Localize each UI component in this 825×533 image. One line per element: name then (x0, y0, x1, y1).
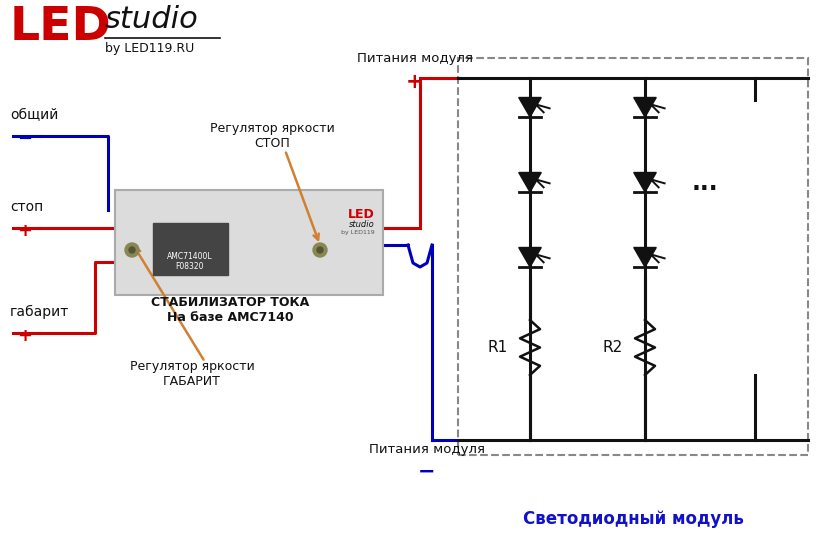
Text: Регулятор яркости
ГАБАРИТ: Регулятор яркости ГАБАРИТ (130, 360, 254, 388)
Text: Питания модуля: Питания модуля (369, 443, 485, 456)
Text: by LED119: by LED119 (342, 230, 375, 235)
Text: +: + (406, 72, 424, 92)
Text: −: − (17, 130, 32, 148)
Bar (115, 190, 383, 295)
Text: LED: LED (10, 5, 111, 50)
Circle shape (317, 247, 323, 253)
Text: общий: общий (10, 108, 59, 122)
Text: Питания модуля: Питания модуля (357, 52, 473, 65)
Bar (458, 58, 808, 455)
Polygon shape (519, 98, 541, 117)
Text: стоп: стоп (10, 200, 43, 214)
Text: +: + (17, 222, 32, 240)
Polygon shape (634, 98, 656, 117)
Text: R1: R1 (488, 340, 508, 354)
Polygon shape (519, 247, 541, 267)
Text: ...: ... (691, 171, 719, 195)
Text: Светодиодный модуль
СТОП/ГАБАРИТ: Светодиодный модуль СТОП/ГАБАРИТ (522, 510, 743, 533)
Text: габарит: габарит (10, 305, 69, 319)
Polygon shape (519, 173, 541, 192)
Text: by LED119.RU: by LED119.RU (105, 42, 194, 55)
Circle shape (129, 247, 135, 253)
Text: AMC71400L
F08320: AMC71400L F08320 (167, 252, 213, 271)
Polygon shape (634, 247, 656, 267)
Text: −: − (418, 462, 436, 482)
Text: СТАБИЛИЗАТОР ТОКА
На базе АМС7140: СТАБИЛИЗАТОР ТОКА На базе АМС7140 (151, 296, 309, 324)
Text: R2: R2 (603, 340, 623, 354)
Text: LED: LED (348, 208, 375, 221)
Circle shape (125, 243, 139, 257)
Bar (153, 223, 228, 275)
Polygon shape (634, 173, 656, 192)
Text: Регулятор яркости
СТОП: Регулятор яркости СТОП (210, 122, 334, 150)
Circle shape (313, 243, 327, 257)
Text: studio: studio (105, 5, 199, 34)
Text: studio: studio (349, 220, 375, 229)
Text: +: + (17, 327, 32, 345)
